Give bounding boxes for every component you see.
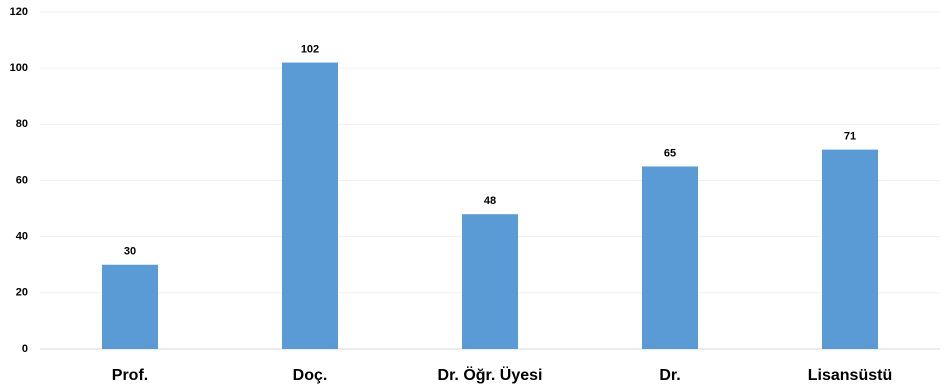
value-label: 65 [664, 147, 676, 159]
x-tick-label: Dr. Öğr. Üyesi [438, 365, 543, 384]
x-tick-label: Doç. [293, 367, 328, 384]
y-tick-label: 40 [16, 231, 28, 243]
value-label: 48 [484, 195, 496, 207]
y-tick-label: 80 [16, 118, 28, 130]
y-tick-label: 120 [10, 6, 28, 18]
bar [462, 214, 518, 349]
y-tick-label: 0 [22, 343, 28, 355]
y-tick-label: 60 [16, 174, 28, 186]
y-tick-label: 20 [16, 287, 28, 299]
x-tick-label: Dr. [659, 367, 680, 384]
value-label: 71 [844, 131, 856, 143]
y-tick-label: 100 [10, 62, 28, 74]
bar [102, 264, 158, 349]
value-label: 102 [301, 43, 319, 55]
bar [822, 149, 878, 349]
x-tick-label: Lisansüstü [808, 367, 892, 384]
bar [282, 62, 338, 350]
bar [642, 166, 698, 349]
value-label: 30 [124, 246, 136, 258]
x-tick-label: Prof. [112, 367, 148, 384]
